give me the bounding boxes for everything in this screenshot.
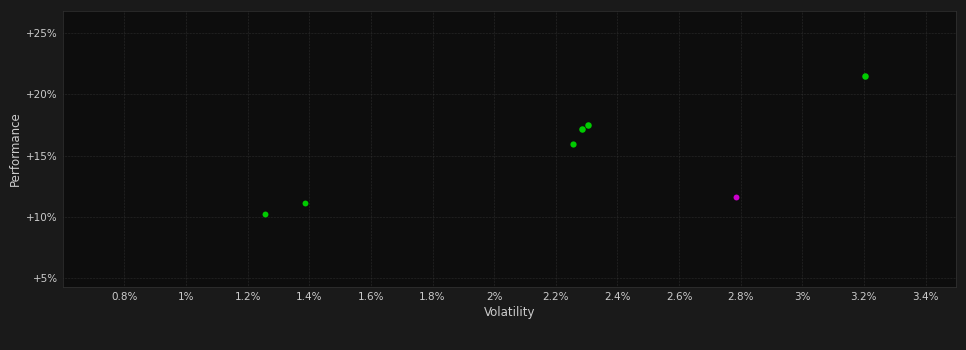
X-axis label: Volatility: Volatility (484, 306, 535, 319)
Point (257, 211, 272, 217)
Point (858, 74, 873, 79)
Point (297, 200, 312, 205)
Point (574, 126, 589, 132)
Point (581, 122, 596, 128)
Y-axis label: Performance: Performance (9, 111, 22, 186)
Point (728, 194, 744, 199)
Point (565, 141, 581, 147)
